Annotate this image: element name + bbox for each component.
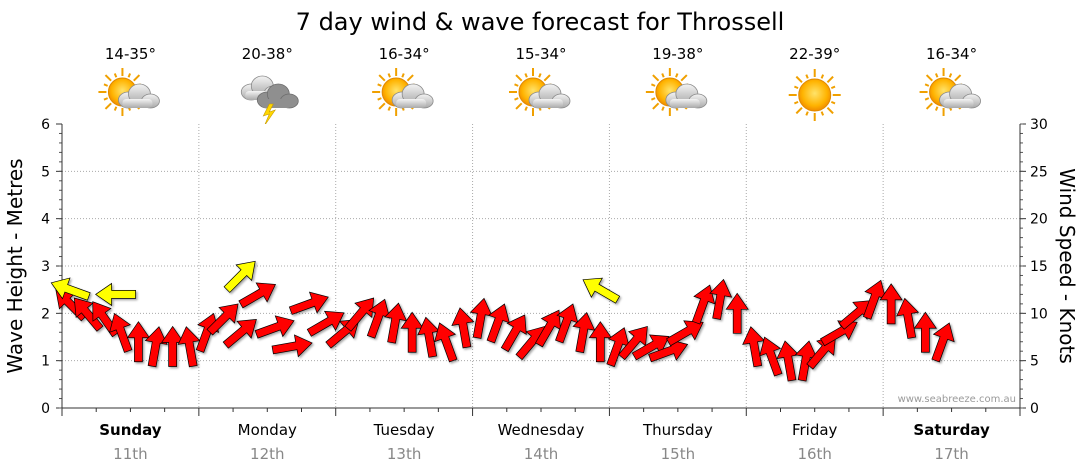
wind-arrow (725, 292, 749, 334)
right-tick-label: 20 (1030, 212, 1048, 228)
wind-arrow (50, 277, 91, 301)
left-tick-label: 6 (41, 117, 50, 133)
sun-cloud-icon (645, 68, 708, 116)
wind-arrow (254, 315, 295, 339)
wind-arrow (144, 326, 168, 368)
date-label: 17th (934, 445, 968, 463)
wind-arrow (582, 277, 621, 304)
sun-cloud-icon (98, 68, 160, 116)
day-label: Friday (792, 421, 838, 439)
date-label: 15th (661, 445, 695, 463)
wind-arrow (434, 322, 458, 363)
chart-title: 7 day wind & wave forecast for Throssell (296, 8, 785, 36)
left-tick-label: 2 (41, 306, 50, 322)
day-label: Saturday (913, 421, 990, 439)
wind-arrow (486, 303, 510, 344)
day-label: Tuesday (373, 421, 435, 439)
right-tick-label: 25 (1030, 164, 1048, 180)
day-label: Sunday (99, 421, 162, 439)
storm-icon (240, 75, 299, 127)
weather-icons (98, 68, 981, 127)
wind-arrow (691, 284, 716, 325)
left-tick-label: 5 (41, 164, 50, 180)
temperature-label: 14-35° (105, 45, 156, 63)
right-tick-label: 5 (1030, 354, 1039, 370)
wind-arrow (223, 260, 256, 293)
wind-arrow (931, 322, 955, 363)
temperature-label: 20-38° (242, 45, 293, 63)
sun-cloud-icon (919, 68, 981, 116)
temperature-label: 22-39° (789, 45, 840, 63)
temperature-label: 15-34° (515, 45, 566, 63)
right-axis-label: Wind Speed - Knots (1055, 168, 1079, 364)
wind-arrow (306, 310, 345, 337)
left-tick-label: 4 (41, 212, 50, 228)
temperature-label: 16-34° (926, 45, 977, 63)
wind-arrow (879, 283, 903, 325)
right-tick-label: 10 (1030, 306, 1048, 322)
wind-arrow (451, 307, 475, 349)
wind-arrow (109, 312, 133, 353)
sun-cloud-icon (509, 68, 571, 116)
wind-arrow (222, 319, 257, 349)
right-axis-ticks: 0 5 10 15 20 25 30 (1020, 117, 1048, 417)
sun-cloud-icon (372, 68, 434, 116)
date-label: 12th (250, 445, 284, 463)
date-label: 11th (113, 445, 147, 463)
wind-arrow (618, 325, 648, 361)
wind-arrow (271, 334, 313, 358)
wind-arrow (820, 320, 858, 347)
watermark: www.seabreeze.com.au (898, 394, 1016, 405)
right-tick-label: 0 (1030, 401, 1039, 417)
right-tick-label: 15 (1030, 259, 1048, 275)
left-axis-label: Wave Height - Metres (3, 158, 27, 373)
right-tick-label: 30 (1030, 117, 1048, 133)
wind-arrow (73, 297, 104, 332)
wind-arrow (666, 320, 704, 347)
day-label: Thursday (642, 421, 713, 439)
date-label: 14th (524, 445, 558, 463)
temperature-label: 19-38° (652, 45, 703, 63)
wind-arrow (288, 291, 329, 315)
wind-arrow (572, 311, 596, 354)
date-label: 13th (387, 445, 421, 463)
wind-arrow (759, 336, 783, 377)
wind-arrows (50, 260, 955, 382)
temperature-label: 16-34° (379, 45, 430, 63)
day-label: Monday (238, 421, 297, 439)
left-axis-ticks: 0 1 2 3 4 5 6 (41, 117, 62, 417)
wind-arrow (709, 278, 733, 320)
wind-arrow (913, 311, 938, 353)
wind-arrow (384, 302, 408, 344)
left-tick-label: 1 (41, 354, 50, 370)
wind-arrow (206, 303, 239, 336)
plot-area (62, 124, 1020, 408)
wind-arrow (344, 297, 375, 332)
sun-icon (788, 69, 841, 121)
date-label: 16th (797, 445, 831, 463)
wind-arrow (838, 300, 873, 330)
wind-arrow (500, 314, 527, 353)
temperature-labels: 14-35° 20-38° 16-34° 15-34° 19-38° 22-39° 16-3… (105, 45, 977, 63)
wind-arrow (806, 335, 836, 370)
wind-arrow (896, 297, 920, 339)
left-tick-label: 3 (41, 259, 50, 275)
day-label: Wednesday (498, 421, 585, 439)
wind-arrow (177, 326, 201, 368)
left-tick-label: 0 (41, 401, 50, 417)
day-labels: Sunday 11th Monday 12th Tuesday 13th Wednesday… (99, 421, 990, 463)
wind-arrow (95, 282, 136, 307)
wind-arrow (238, 282, 277, 309)
